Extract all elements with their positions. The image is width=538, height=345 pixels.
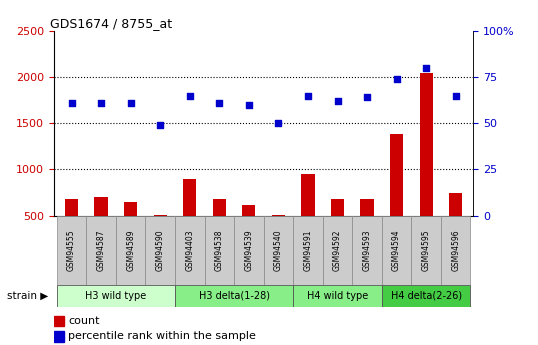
FancyBboxPatch shape [56,216,86,285]
FancyBboxPatch shape [264,216,293,285]
Bar [153,215,167,262]
Bar [95,197,108,262]
Bar [360,199,374,262]
FancyBboxPatch shape [234,216,264,285]
Point [422,65,430,71]
Bar [301,174,315,262]
Text: strain ▶: strain ▶ [7,291,48,301]
FancyBboxPatch shape [412,216,441,285]
Text: H3 wild type: H3 wild type [85,291,146,301]
Point [67,100,76,106]
Point [186,93,194,98]
FancyBboxPatch shape [323,216,352,285]
Bar [420,72,433,262]
Point [333,98,342,104]
FancyBboxPatch shape [352,216,382,285]
FancyBboxPatch shape [293,285,382,307]
Bar [54,331,65,342]
Text: percentile rank within the sample: percentile rank within the sample [68,332,257,341]
Point [274,121,282,126]
Text: GSM94587: GSM94587 [97,229,105,271]
Text: GSM94591: GSM94591 [303,229,313,271]
FancyBboxPatch shape [175,216,204,285]
Bar [65,199,78,262]
FancyBboxPatch shape [382,285,471,307]
FancyBboxPatch shape [56,285,175,307]
Text: H3 delta(1-28): H3 delta(1-28) [199,291,270,301]
Text: GDS1674 / 8755_at: GDS1674 / 8755_at [49,17,172,30]
Bar [213,199,226,262]
Bar [331,199,344,262]
Point [451,93,460,98]
Text: GSM94589: GSM94589 [126,229,135,271]
Text: GSM94595: GSM94595 [422,229,430,271]
FancyBboxPatch shape [293,216,323,285]
Text: GSM94594: GSM94594 [392,229,401,271]
Point [392,76,401,82]
Text: H4 delta(2-26): H4 delta(2-26) [391,291,462,301]
Point [215,100,224,106]
Point [97,100,105,106]
Text: GSM94590: GSM94590 [155,229,165,271]
Point [303,93,312,98]
FancyBboxPatch shape [382,216,412,285]
Text: GSM94593: GSM94593 [363,229,372,271]
Point [363,95,371,100]
Bar [272,215,285,262]
FancyBboxPatch shape [116,216,145,285]
Text: GSM94539: GSM94539 [244,229,253,271]
Text: GSM94596: GSM94596 [451,229,460,271]
Text: GSM94538: GSM94538 [215,229,224,271]
Bar [124,202,137,262]
Point [245,102,253,108]
FancyBboxPatch shape [441,216,471,285]
FancyBboxPatch shape [204,216,234,285]
Bar [183,179,196,262]
FancyBboxPatch shape [175,285,293,307]
FancyBboxPatch shape [86,216,116,285]
Point [126,100,135,106]
Point [156,122,165,128]
Bar [242,206,256,262]
FancyBboxPatch shape [145,216,175,285]
Text: GSM94592: GSM94592 [333,229,342,271]
Text: GSM94540: GSM94540 [274,229,283,271]
Text: GSM94403: GSM94403 [185,229,194,271]
Text: H4 wild type: H4 wild type [307,291,368,301]
Text: count: count [68,316,100,326]
Bar [449,194,462,262]
Bar [390,135,404,262]
Text: GSM94555: GSM94555 [67,229,76,271]
Bar [54,316,65,326]
